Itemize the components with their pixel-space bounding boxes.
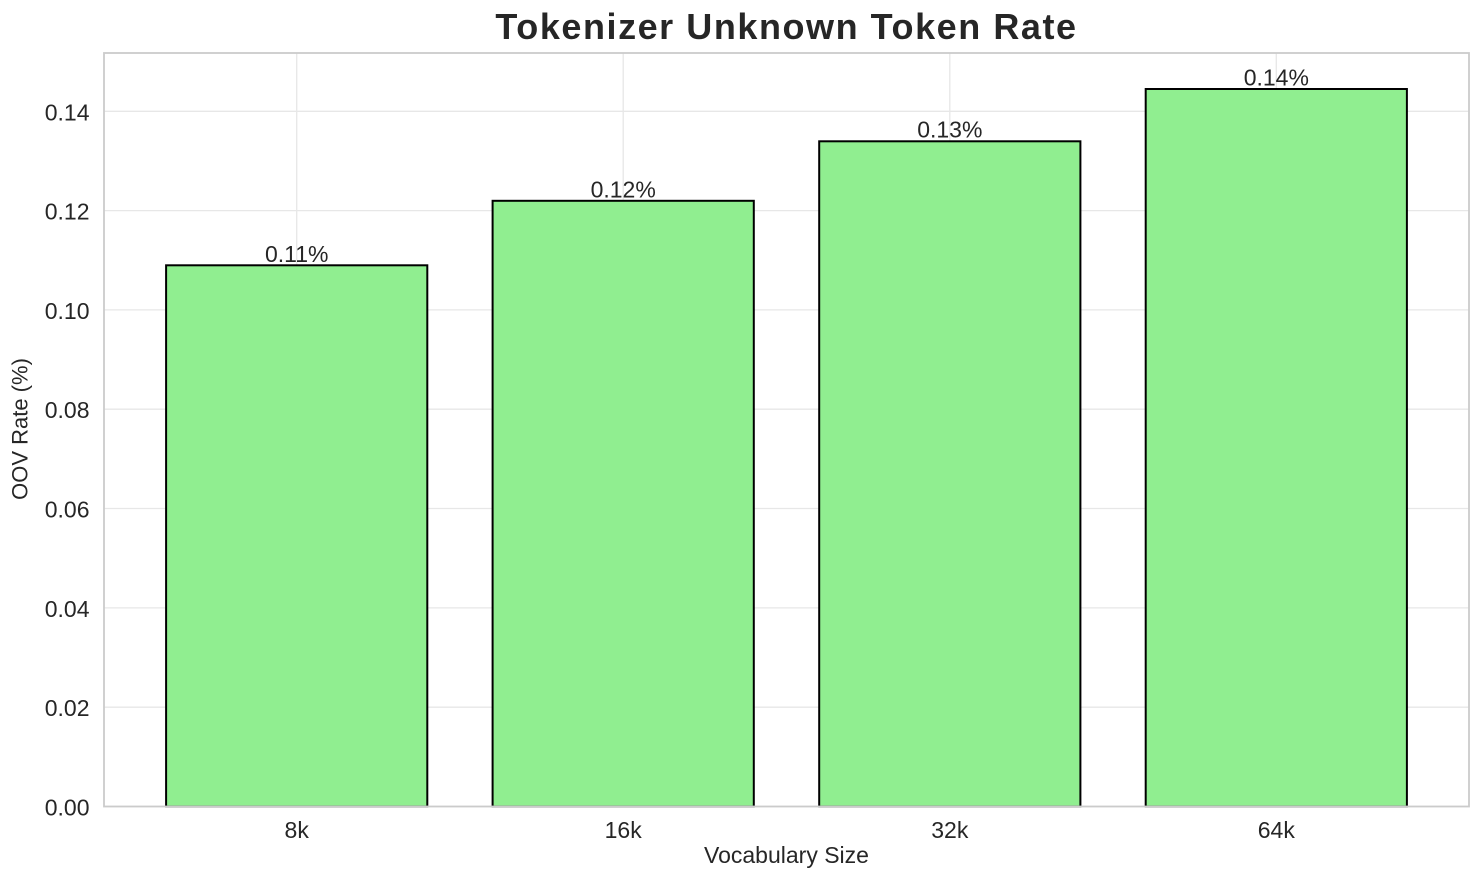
svg-text:OOV Rate (%): OOV Rate (%) bbox=[8, 358, 33, 500]
svg-text:0.06: 0.06 bbox=[45, 497, 90, 523]
svg-text:0.08: 0.08 bbox=[45, 397, 90, 423]
svg-text:0.11%: 0.11% bbox=[265, 241, 329, 267]
svg-text:32k: 32k bbox=[931, 817, 969, 843]
svg-text:64k: 64k bbox=[1258, 817, 1296, 843]
svg-text:8k: 8k bbox=[285, 817, 310, 843]
svg-text:0.12%: 0.12% bbox=[591, 176, 656, 202]
svg-text:Tokenizer Unknown Token Rate: Tokenizer Unknown Token Rate bbox=[495, 6, 1077, 47]
svg-text:0.00: 0.00 bbox=[45, 795, 90, 821]
svg-text:0.12: 0.12 bbox=[45, 199, 90, 225]
svg-text:0.14: 0.14 bbox=[45, 99, 90, 125]
svg-text:16k: 16k bbox=[605, 817, 643, 843]
svg-text:0.14%: 0.14% bbox=[1244, 65, 1309, 91]
svg-text:Vocabulary Size: Vocabulary Size bbox=[704, 842, 869, 868]
svg-text:0.10: 0.10 bbox=[45, 298, 90, 324]
svg-text:0.13%: 0.13% bbox=[917, 117, 982, 143]
svg-text:0.04: 0.04 bbox=[45, 596, 90, 622]
svg-text:0.02: 0.02 bbox=[45, 695, 90, 721]
